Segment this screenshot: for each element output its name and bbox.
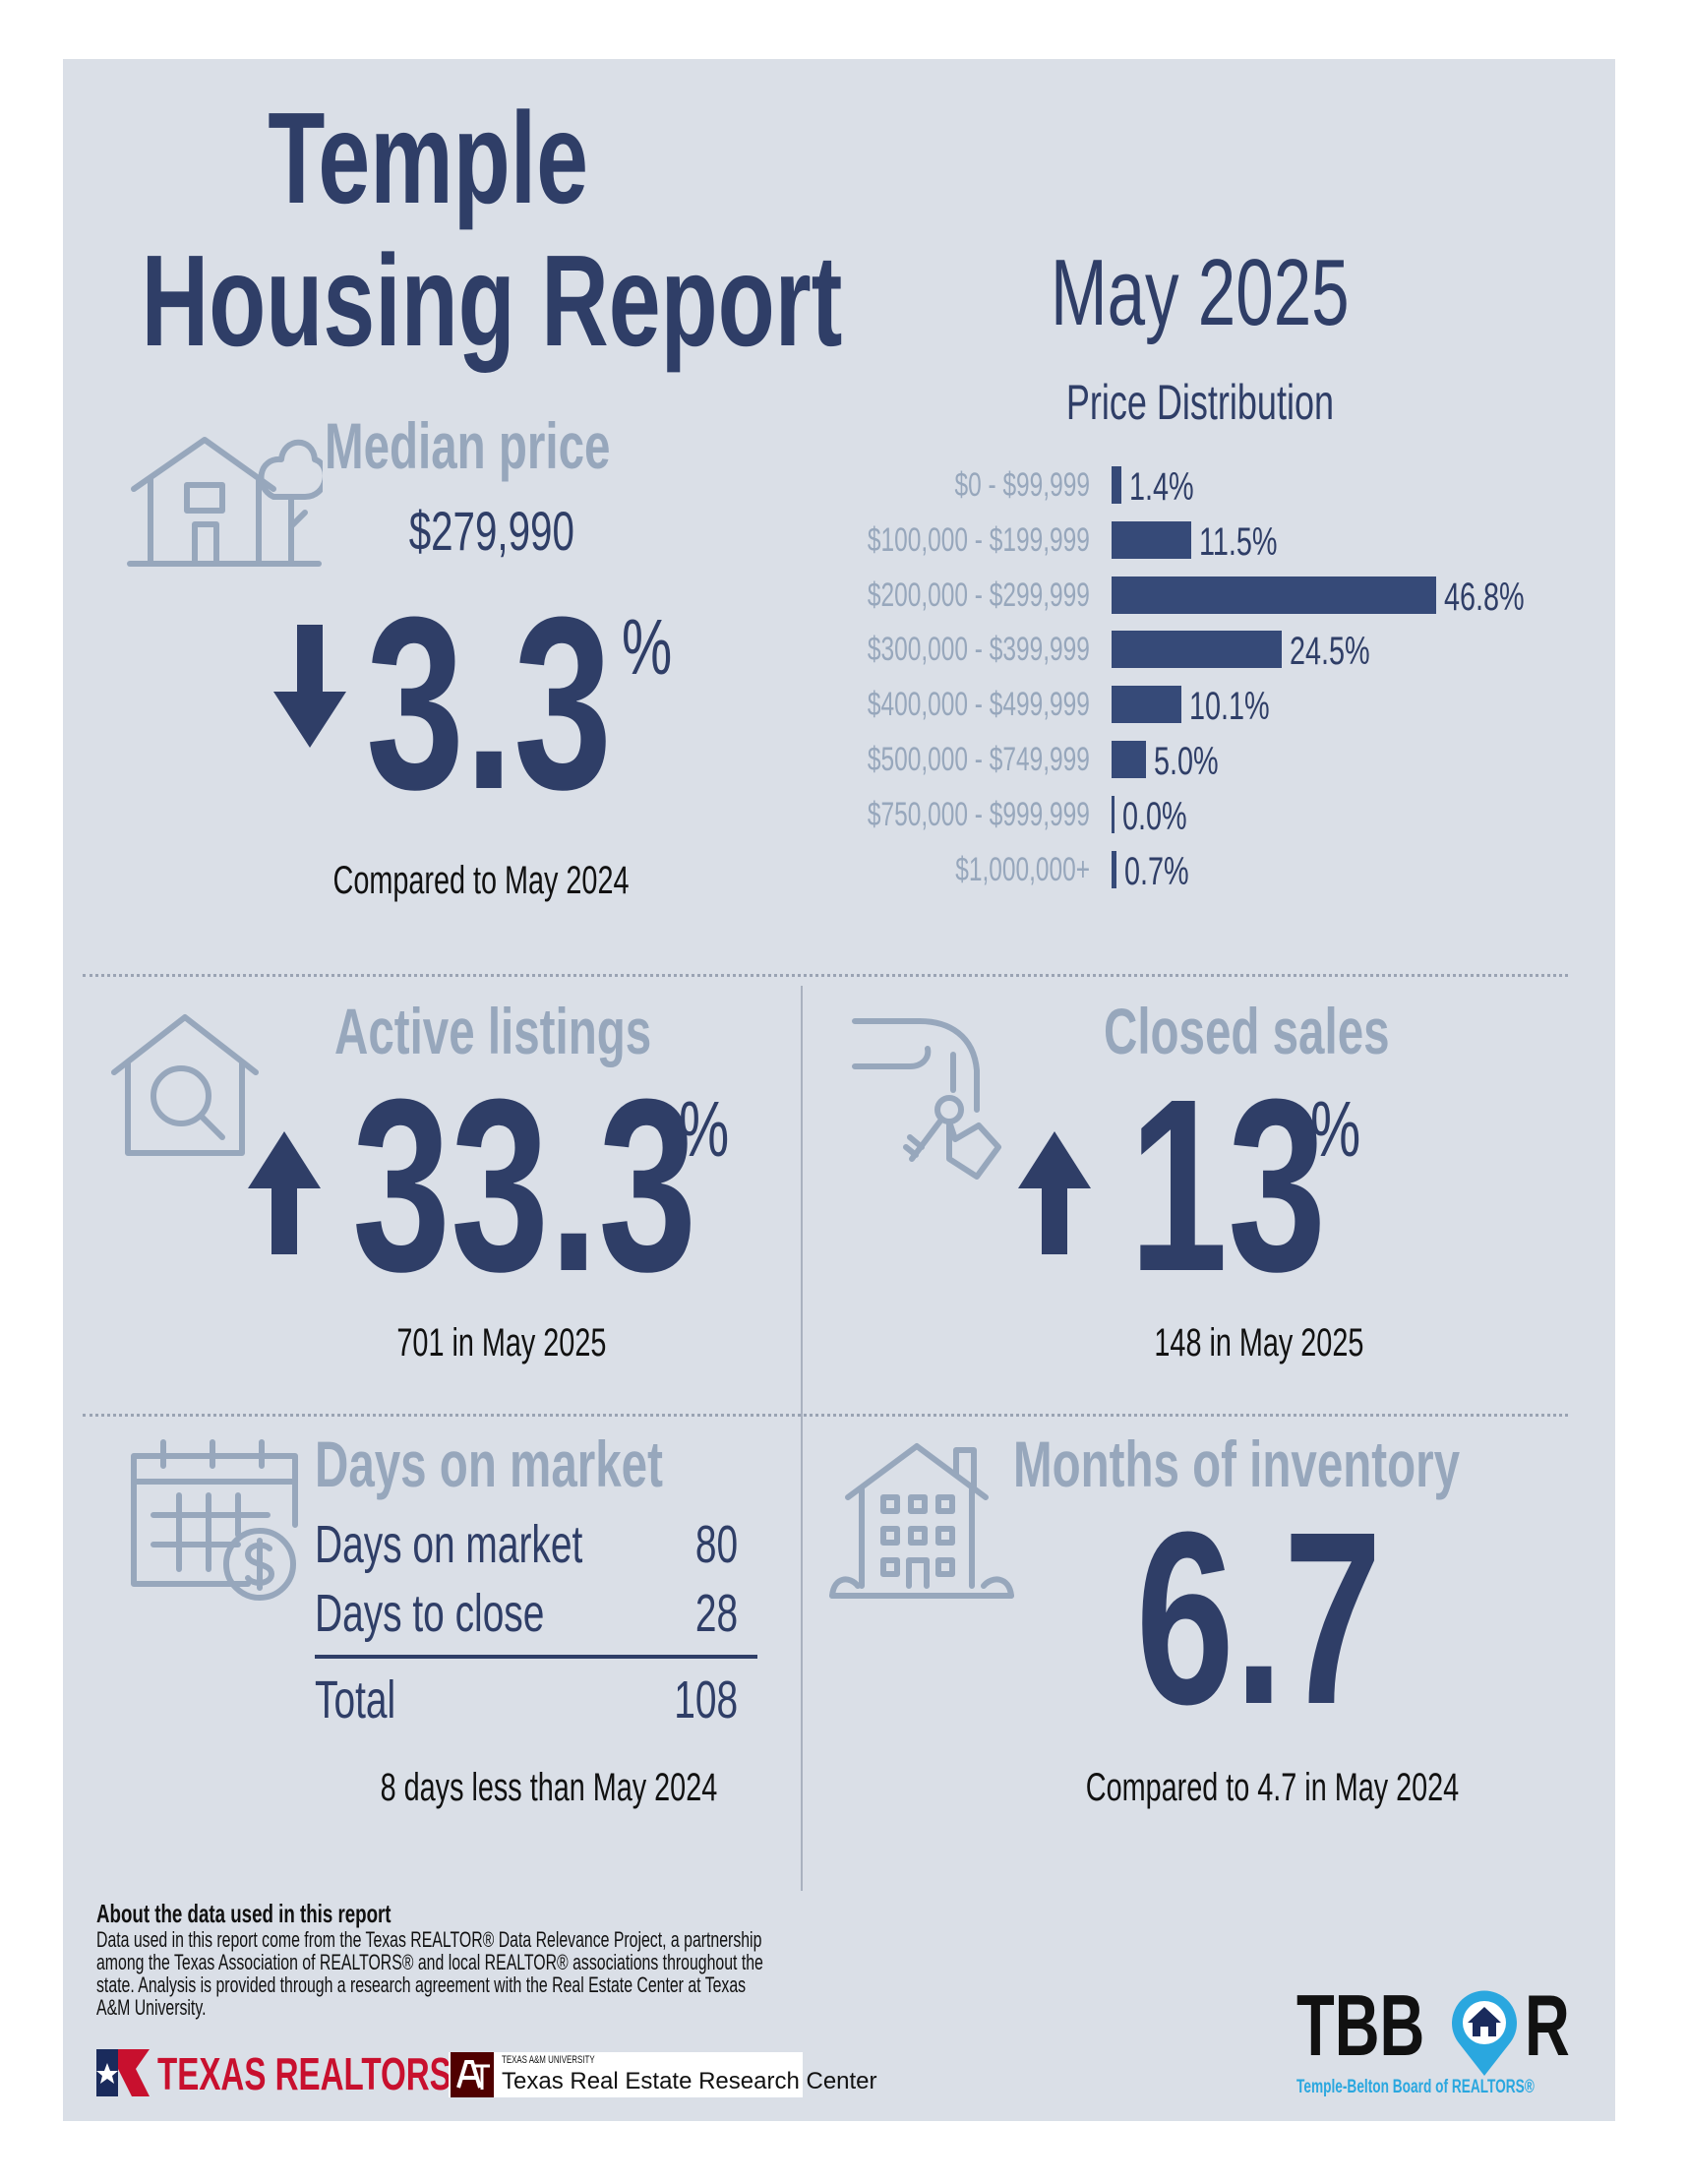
tbbor-logo-text: TBB xyxy=(1296,1976,1425,2074)
price-range-bar xyxy=(1112,576,1436,614)
closed-sales-caption: 148 in May 2025 xyxy=(1154,1321,1364,1365)
price-range-value: 1.4% xyxy=(1129,465,1194,509)
price-range-bar xyxy=(1112,686,1181,723)
price-range-value: 11.5% xyxy=(1199,520,1278,564)
price-range-bar xyxy=(1112,521,1191,559)
divider xyxy=(83,1414,1568,1417)
closed-sales-label: Closed sales xyxy=(1104,995,1390,1067)
months-inventory-value: 6.7 xyxy=(1135,1481,1383,1755)
active-listings-change: 33.3 xyxy=(352,1048,697,1322)
texas-realtors-logo-text: TEXAS REALTORS xyxy=(157,2048,452,2099)
dom-row-days-to-close: Days to close 28 xyxy=(315,1584,738,1643)
price-range-label: $500,000 - $749,999 xyxy=(868,741,1090,778)
tamu-logo xyxy=(449,2052,803,2097)
active-listings-caption: 701 in May 2025 xyxy=(396,1321,607,1365)
dom-row-label: Days on market xyxy=(315,1515,583,1574)
arrow-down-icon xyxy=(273,625,346,748)
months-inventory-label: Months of inventory xyxy=(1013,1427,1461,1500)
calendar-dollar-icon xyxy=(131,1439,298,1601)
dom-total-rule xyxy=(315,1655,757,1659)
tamu-logo-main: Texas Real Estate Research Center xyxy=(502,2068,877,2094)
median-caption: Compared to May 2024 xyxy=(332,859,630,902)
price-range-label: $100,000 - $199,999 xyxy=(868,521,1090,559)
price-distribution-title: Price Distribution xyxy=(1065,375,1335,430)
about-data-body: Data used in this report come from the T… xyxy=(96,1927,763,2020)
apartment-building-icon xyxy=(829,1443,1014,1599)
dom-row-days-on-market: Days on market 80 xyxy=(315,1515,738,1574)
price-range-label: $0 - $99,999 xyxy=(954,466,1090,504)
price-range-label: $400,000 - $499,999 xyxy=(868,686,1090,723)
location-pin-home-icon xyxy=(1452,1990,1517,2076)
median-change-unit: % xyxy=(622,603,673,691)
price-range-bar xyxy=(1112,741,1146,778)
house-search-icon xyxy=(111,1014,259,1156)
price-range-value: 10.1% xyxy=(1189,685,1270,728)
divider xyxy=(83,974,1568,977)
closed-sales-change: 13 xyxy=(1129,1048,1327,1322)
active-listings-label: Active listings xyxy=(334,995,652,1067)
price-range-label: $750,000 - $999,999 xyxy=(868,796,1090,833)
price-range-bar xyxy=(1112,466,1121,504)
price-range-bar xyxy=(1112,631,1282,668)
price-range-label: $200,000 - $299,999 xyxy=(868,576,1090,614)
about-data-title: About the data used in this report xyxy=(96,1899,392,1928)
arrow-up-icon xyxy=(248,1131,321,1254)
title-line2: Housing Report xyxy=(141,228,843,373)
report-date: May 2025 xyxy=(1051,240,1350,345)
tamu-logo-small: TEXAS A&M UNIVERSITY xyxy=(502,2054,595,2066)
median-price-label: Median price xyxy=(325,409,611,482)
tamu-logo-icon xyxy=(451,2052,494,2097)
dom-row-total: Total 108 xyxy=(315,1670,738,1729)
tbbor-logo-subtitle: Temple-Belton Board of REALTORS® xyxy=(1296,2077,1535,2097)
title-line1: Temple xyxy=(268,86,588,230)
tbbor-logo-r: R xyxy=(1525,1976,1570,2074)
active-listings-unit: % xyxy=(679,1085,730,1173)
price-range-bar xyxy=(1112,851,1116,888)
months-inventory-caption: Compared to 4.7 in May 2024 xyxy=(1085,1766,1460,1809)
dom-row-label: Days to close xyxy=(315,1584,545,1643)
price-range-value: 24.5% xyxy=(1290,630,1370,673)
house-tree-icon xyxy=(127,437,323,567)
dom-caption: 8 days less than May 2024 xyxy=(380,1766,718,1809)
price-range-bar xyxy=(1112,796,1115,833)
closed-sales-unit: % xyxy=(1310,1085,1361,1173)
dom-total-label: Total xyxy=(315,1670,396,1729)
median-change-value: 3.3 xyxy=(366,566,613,840)
arrow-up-icon xyxy=(1018,1131,1091,1254)
price-range-value: 5.0% xyxy=(1154,740,1219,783)
dom-row-value: 80 xyxy=(694,1515,738,1574)
price-range-label: $1,000,000+ xyxy=(955,851,1090,888)
report-panel xyxy=(63,59,1615,2121)
hand-keys-icon xyxy=(852,1018,1001,1180)
price-range-value: 46.8% xyxy=(1444,576,1525,619)
texas-realtors-logo-icon xyxy=(96,2049,150,2096)
dom-total-value: 108 xyxy=(674,1670,738,1729)
median-price-value: $279,990 xyxy=(408,500,575,562)
divider xyxy=(801,986,803,1891)
days-on-market-label: Days on market xyxy=(315,1427,663,1500)
price-range-label: $300,000 - $399,999 xyxy=(868,631,1090,668)
price-range-value: 0.0% xyxy=(1122,795,1187,838)
price-range-value: 0.7% xyxy=(1124,850,1189,893)
dom-row-value: 28 xyxy=(694,1584,738,1643)
